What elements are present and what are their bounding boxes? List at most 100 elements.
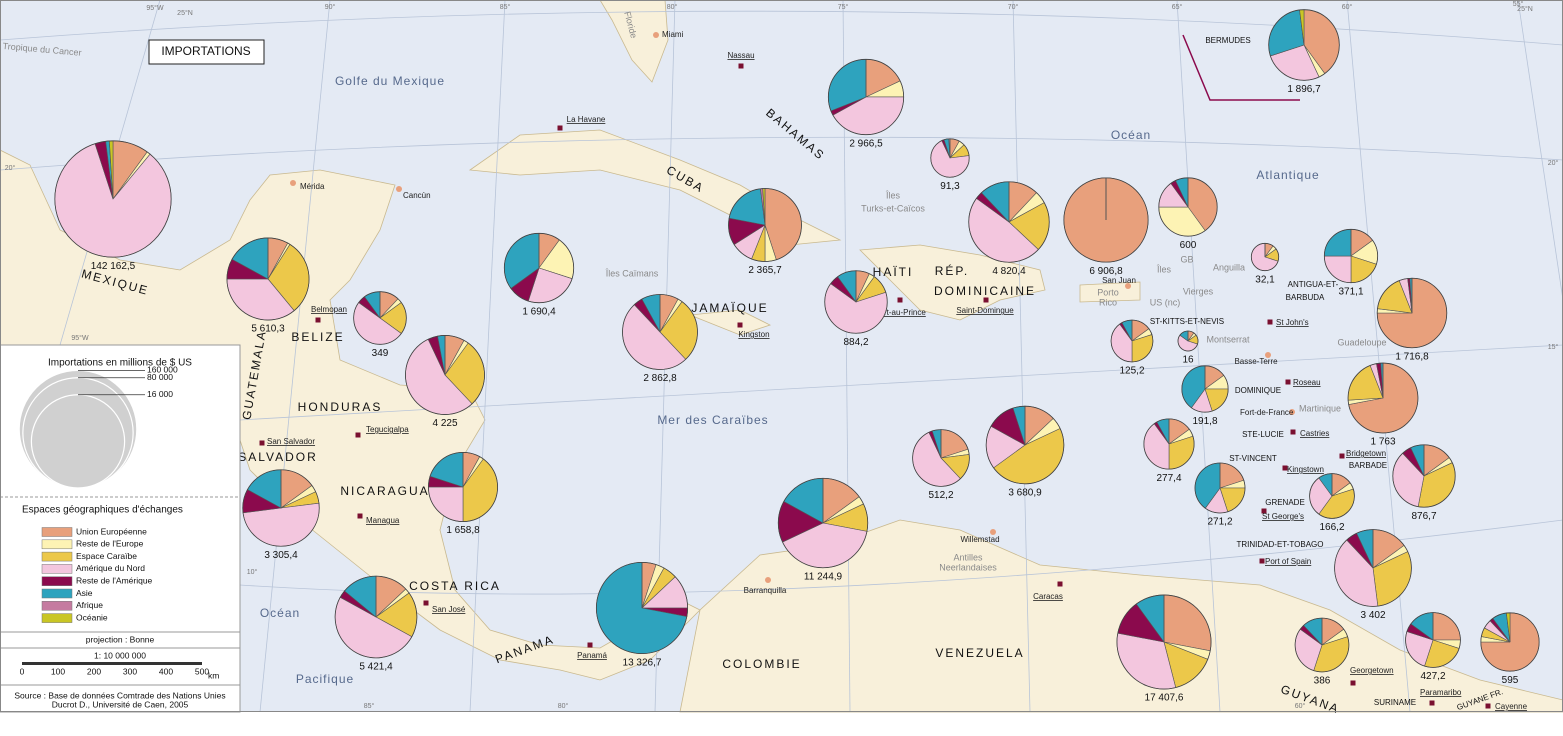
projection: projection : Bonne: [86, 634, 155, 644]
title: IMPORTATIONS: [161, 44, 250, 58]
place-label: Rico: [1099, 297, 1117, 307]
city-marker: [396, 186, 402, 192]
pie-outline: [1110, 319, 1154, 363]
capital-marker: [1285, 379, 1291, 385]
place-label: Îles: [1156, 264, 1172, 274]
size-legend-label: 160 000: [147, 365, 178, 375]
graticule-label: 60°: [1342, 3, 1353, 11]
place-label: Neerlandaises: [939, 562, 997, 572]
city-label: Bridgetown: [1346, 449, 1386, 458]
category-label: Afrique: [76, 600, 103, 610]
pie-outline: [912, 429, 970, 487]
pie-value-label: 125,2: [1119, 366, 1144, 377]
capital-marker: [1267, 319, 1273, 325]
scale-tick-label: 100: [51, 666, 65, 676]
capital-marker: [587, 642, 593, 648]
city-label: Cancùn: [403, 191, 431, 200]
graticule-label: 85°: [500, 3, 511, 11]
pie-value-label: 16: [1182, 355, 1194, 366]
pie-value-label: 3 305,4: [264, 550, 298, 561]
graticule-line: [0, 136, 1563, 171]
place-label: JAMAÏQUE: [691, 301, 768, 315]
graticule-label: 95°W: [71, 334, 89, 342]
place-label: COLOMBIE: [722, 657, 801, 671]
scale-tick-label: 200: [87, 666, 101, 676]
place-label: RÉP.: [935, 263, 969, 278]
pie-outline: [827, 58, 905, 136]
pie-value-label: 5 610,3: [251, 324, 285, 335]
city-label: Saint-Domingue: [956, 306, 1014, 315]
capital-marker: [1261, 508, 1267, 514]
pie-value-label: 884,2: [843, 337, 868, 348]
scale-ratio: 1: 10 000 000: [94, 650, 146, 660]
city-label: Panamá: [577, 651, 607, 660]
pie-value-label: 3 680,9: [1008, 487, 1042, 498]
graticule-label: 15°: [1548, 343, 1559, 351]
south-america: [679, 519, 1563, 713]
pie-outline: [242, 469, 320, 547]
pie-outline: [1376, 277, 1448, 349]
capital-marker: [1259, 558, 1265, 564]
pie-outline: [503, 232, 575, 304]
city-label: Castries: [1300, 429, 1329, 438]
place-label: Atlantique: [1256, 168, 1319, 182]
place-label: ST-KITTS-ET-NEVIS: [1150, 317, 1224, 326]
graticule-label: 20°: [1548, 159, 1559, 167]
pie-value-label: 1 763: [1370, 437, 1395, 448]
city-label: Belmopan: [311, 305, 347, 314]
graticule-line: [1012, 0, 1031, 713]
category-swatch: [41, 576, 73, 586]
place-label: TRINIDAD-ET-TOBAGO: [1237, 540, 1324, 549]
capital-marker: [259, 440, 265, 446]
puerto-rico-land: [1079, 281, 1141, 303]
graticule-line: [239, 344, 1563, 421]
place-label: Vierges: [1183, 286, 1214, 296]
pie-value-label: 600: [1180, 240, 1197, 251]
pies: 142 162,5 5 610,3 349 4 225 3 305,4 1 658,8 5 …: [54, 9, 1540, 704]
city-marker: [653, 32, 659, 38]
place-label: SURINAME: [1374, 698, 1416, 707]
pie-value-label: 1 896,7: [1287, 84, 1321, 95]
category-label: Reste de l'Amérique: [76, 575, 153, 585]
place-label: NICARAGUA: [340, 484, 429, 498]
category-swatch: [41, 588, 73, 599]
capital-marker: [557, 125, 563, 131]
graticule-label: 90°: [325, 3, 336, 11]
city-marker: [290, 180, 296, 186]
graticule-label: 85°: [364, 702, 375, 710]
size-legend-title: Importations en millions de $ US: [48, 358, 192, 369]
city-marker: [1265, 352, 1271, 358]
place-label: GB: [1180, 254, 1193, 264]
size-legend-circle: [30, 394, 126, 489]
scale-unit: km: [208, 670, 219, 680]
city-label: Cayenne: [1495, 702, 1528, 711]
pie-value-label: 386: [1314, 676, 1331, 687]
city-marker: [1125, 283, 1131, 289]
pie-value-label: 349: [372, 348, 389, 359]
graticule-label: 55°: [1513, 0, 1524, 8]
pie-outline: [595, 561, 689, 655]
city-label: San Juan: [1102, 276, 1136, 285]
hispaniola-land: [859, 244, 1046, 321]
pie-value-label: 512,2: [928, 490, 953, 501]
graticule-line: [1517, 0, 1563, 301]
category-label: Asie: [76, 588, 93, 598]
land: [0, 0, 1563, 713]
scale-tick-label: 400: [159, 666, 173, 676]
pie-value-label: 32,1: [1255, 274, 1275, 285]
pie-value-label: 1 716,8: [1395, 351, 1429, 362]
capital-marker: [1282, 465, 1288, 471]
capital-marker: [315, 317, 321, 323]
pie-value-label: 4 225: [432, 418, 457, 429]
capital-marker: [738, 63, 744, 69]
place-label: BERMUDES: [1205, 36, 1250, 45]
scale-tick-label: 500: [195, 666, 209, 676]
category-label: Union Européenne: [76, 526, 147, 536]
pie-outline: [1143, 418, 1195, 470]
place-label: ANTIGUA-ET-: [1288, 280, 1339, 289]
place-label: STE-LUCIE: [1242, 430, 1284, 439]
pie-outline: [1268, 9, 1340, 81]
place-label: DOMINIQUE: [1235, 386, 1281, 395]
place-label: Golfe du Mexique: [335, 74, 445, 88]
pie-value-label: 2 966,5: [849, 138, 883, 149]
